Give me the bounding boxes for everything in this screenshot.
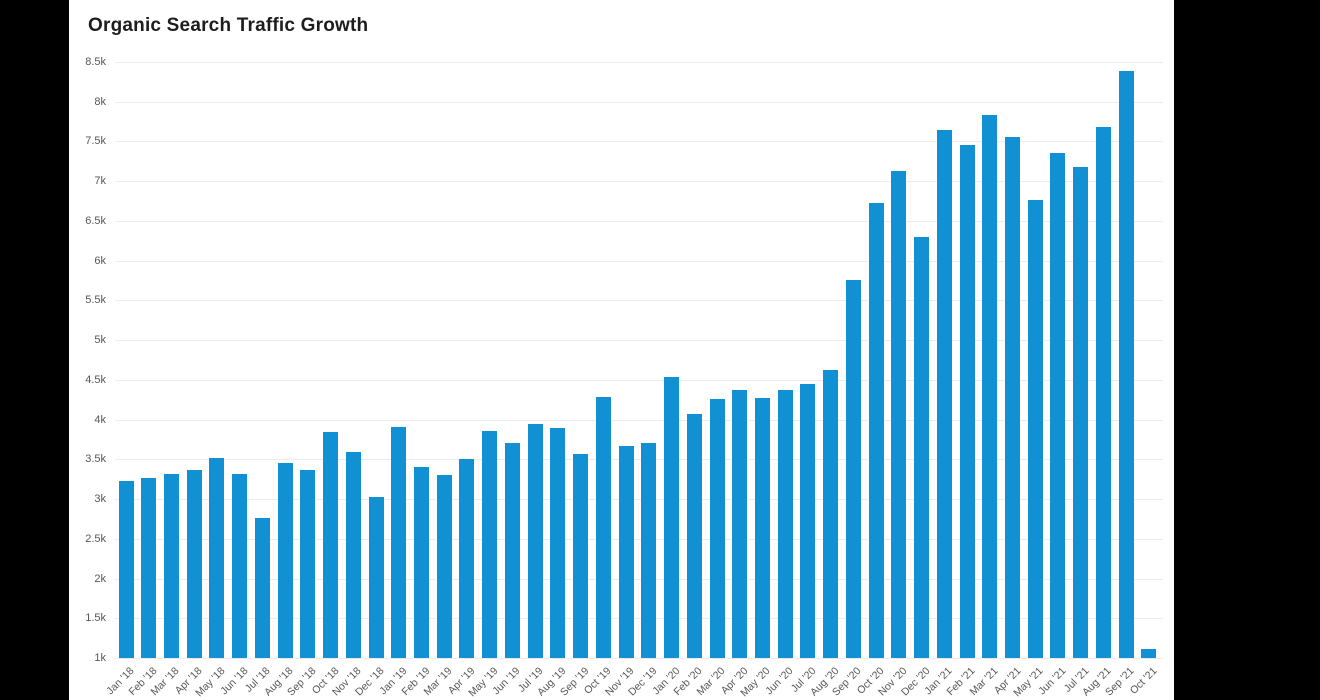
gridline xyxy=(115,658,1163,659)
bar-apr-20[interactable] xyxy=(732,390,748,658)
bar-sep-18[interactable] xyxy=(300,470,316,658)
bar-may-21[interactable] xyxy=(1027,200,1043,658)
bar-feb-18[interactable] xyxy=(141,477,157,658)
bar-may-18[interactable] xyxy=(209,457,225,658)
bar-oct-20[interactable] xyxy=(868,203,884,658)
bar-oct-21[interactable] xyxy=(1141,649,1157,658)
gridline xyxy=(115,459,1163,461)
gridline xyxy=(115,538,1163,540)
y-axis-tick-label: 5.5k xyxy=(85,294,106,307)
y-axis-tick-label: 3k xyxy=(94,493,106,506)
y-axis-tick-label: 6.5k xyxy=(85,214,106,227)
bar-jun-21[interactable] xyxy=(1050,153,1066,658)
bar-apr-18[interactable] xyxy=(186,469,202,658)
bar-jul-20[interactable] xyxy=(800,383,816,658)
bar-aug-20[interactable] xyxy=(823,369,839,658)
bar-mar-19[interactable] xyxy=(436,475,452,658)
gridline xyxy=(115,578,1163,580)
bar-mar-20[interactable] xyxy=(709,398,725,658)
gridline xyxy=(115,419,1163,421)
y-axis-tick-label: 7.5k xyxy=(85,135,106,148)
bar-mar-18[interactable] xyxy=(163,474,179,658)
bar-feb-19[interactable] xyxy=(414,466,429,658)
y-axis-tick-label: 6k xyxy=(94,254,106,267)
gridline xyxy=(115,340,1163,342)
bar-jun-18[interactable] xyxy=(232,474,248,658)
bar-jan-19[interactable] xyxy=(391,426,407,658)
bar-mar-21[interactable] xyxy=(982,115,998,658)
y-axis-tick-label: 1.5k xyxy=(85,612,106,625)
gridline xyxy=(115,101,1163,103)
gridline xyxy=(115,300,1163,302)
bar-nov-19[interactable] xyxy=(618,445,634,658)
gridline xyxy=(115,141,1163,143)
bar-apr-19[interactable] xyxy=(459,458,475,658)
bar-oct-19[interactable] xyxy=(595,396,611,658)
y-axis-tick-label: 5k xyxy=(94,334,106,347)
bar-nov-18[interactable] xyxy=(345,452,361,658)
bar-dec-19[interactable] xyxy=(641,443,657,658)
y-axis-tick-label: 2.5k xyxy=(85,532,106,545)
gridline xyxy=(115,499,1163,501)
bar-jul-21[interactable] xyxy=(1073,166,1089,658)
bar-aug-21[interactable] xyxy=(1095,127,1111,658)
y-axis-tick-label: 4.5k xyxy=(85,373,106,386)
gridline xyxy=(115,181,1163,183)
bar-may-19[interactable] xyxy=(482,430,498,658)
bar-jul-18[interactable] xyxy=(254,518,270,658)
bar-apr-21[interactable] xyxy=(1005,136,1020,658)
y-axis-tick-label: 7k xyxy=(94,175,106,188)
y-axis-tick-label: 8k xyxy=(94,95,106,108)
y-axis-tick-label: 4k xyxy=(94,413,106,426)
gridline xyxy=(115,618,1163,620)
bar-jun-20[interactable] xyxy=(777,390,793,658)
bar-oct-18[interactable] xyxy=(323,431,339,658)
bar-sep-20[interactable] xyxy=(845,279,861,658)
bar-jun-19[interactable] xyxy=(504,442,520,658)
chart-title: Organic Search Traffic Growth xyxy=(88,15,369,36)
bar-jan-21[interactable] xyxy=(936,129,952,658)
bar-jan-18[interactable] xyxy=(118,480,134,658)
bar-may-20[interactable] xyxy=(754,398,770,658)
bar-sep-19[interactable] xyxy=(573,453,589,658)
y-axis-tick-label: 1k xyxy=(94,652,106,664)
bar-dec-20[interactable] xyxy=(914,236,930,658)
gridline xyxy=(115,220,1163,222)
bar-feb-20[interactable] xyxy=(686,414,702,658)
bar-feb-21[interactable] xyxy=(959,145,975,658)
y-axis-tick-label: 2k xyxy=(94,572,106,585)
bar-nov-20[interactable] xyxy=(891,170,907,658)
bar-aug-18[interactable] xyxy=(277,462,293,658)
bar-aug-19[interactable] xyxy=(550,427,566,658)
gridline xyxy=(115,260,1163,262)
bar-dec-18[interactable] xyxy=(368,497,384,658)
bar-jan-20[interactable] xyxy=(664,377,680,658)
bar-sep-21[interactable] xyxy=(1118,70,1134,658)
chart-panel: Organic Search Traffic Growth 1k 1.5k 2k 2.… xyxy=(69,0,1174,700)
gridline xyxy=(115,379,1163,381)
plot-area: 1k 1.5k 2k 2.5k 3k 3.5k 4k 4.5k 5k 5.5k 6k 6.5k 7k 7.… xyxy=(85,56,1163,699)
y-axis-tick-label: 3.5k xyxy=(85,453,106,466)
gridline xyxy=(115,62,1163,63)
bar-jul-19[interactable] xyxy=(527,423,543,658)
y-axis-tick-label: 8.5k xyxy=(85,56,106,68)
